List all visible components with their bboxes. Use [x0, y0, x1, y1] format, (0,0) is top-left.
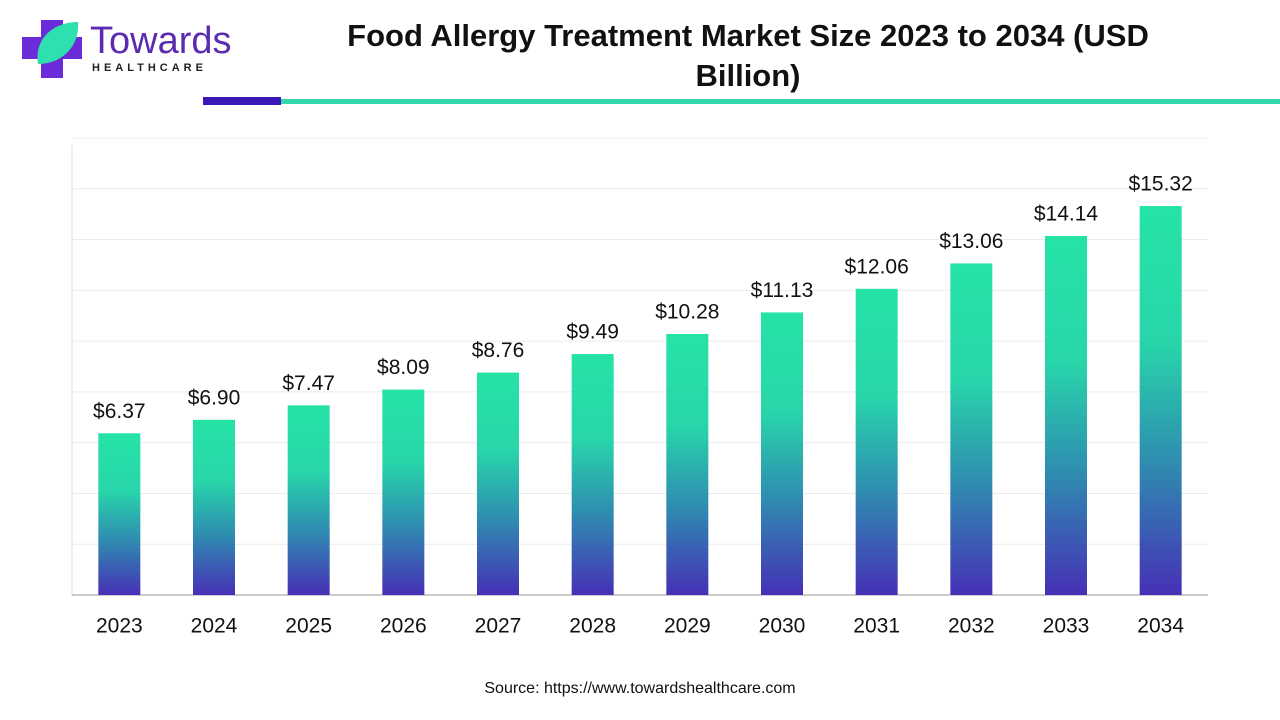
value-label: $10.28 — [655, 301, 719, 324]
x-tick-label: 2023 — [96, 615, 143, 638]
x-tick-label: 2034 — [1137, 615, 1184, 638]
value-label: $7.47 — [282, 372, 335, 395]
bar — [98, 433, 141, 595]
value-label: $15.32 — [1129, 173, 1193, 196]
header-line — [281, 99, 1280, 104]
value-label: $6.37 — [93, 400, 146, 423]
value-label: $13.06 — [939, 230, 1003, 253]
bar — [287, 405, 330, 595]
bar — [382, 389, 425, 595]
x-tick-label: 2024 — [191, 615, 238, 638]
value-label: $12.06 — [845, 255, 909, 278]
value-label: $14.14 — [1034, 203, 1099, 226]
bar — [855, 288, 898, 595]
bar — [571, 354, 614, 595]
bar — [666, 334, 709, 595]
value-label: $11.13 — [751, 279, 814, 302]
bar — [477, 372, 519, 595]
x-tick-label: 2031 — [853, 615, 900, 638]
source: Source: https://www.towardshealthcare.co… — [484, 680, 796, 697]
logo-tagline: HEALTHCARE — [92, 62, 207, 74]
chart-title: Food Allergy Treatment Market Size 2023 … — [347, 18, 1149, 93]
value-label: $6.90 — [188, 386, 241, 409]
x-tick-label: 2028 — [569, 615, 616, 638]
x-tick-label: 2026 — [380, 615, 427, 638]
x-tick-label: 2033 — [1043, 615, 1090, 638]
value-label: $8.76 — [472, 339, 525, 362]
header-accent — [203, 97, 281, 105]
value-label: $8.09 — [377, 356, 430, 379]
value-label: $9.49 — [566, 321, 619, 344]
logo-name: Towards — [90, 20, 232, 62]
x-tick-label: 2029 — [664, 615, 711, 638]
bar — [1139, 206, 1182, 595]
bar — [950, 263, 993, 595]
bar — [193, 419, 235, 595]
bar — [1045, 236, 1087, 596]
x-tick-label: 2030 — [759, 615, 806, 638]
bar — [761, 312, 803, 595]
x-tick-label: 2027 — [475, 615, 522, 638]
x-tick-label: 2025 — [285, 615, 332, 638]
logo-icon — [22, 20, 82, 78]
x-tick-label: 2032 — [948, 615, 995, 638]
